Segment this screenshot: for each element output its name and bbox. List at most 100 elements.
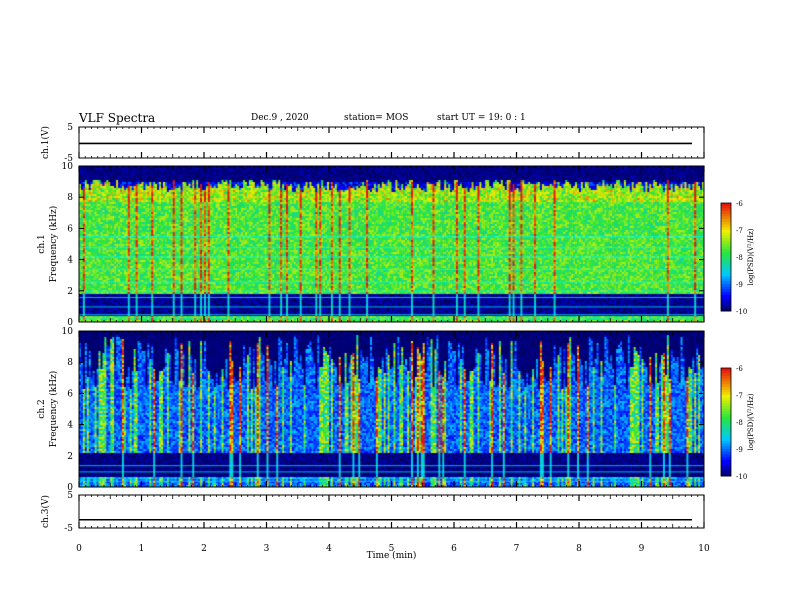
colorbar-cell-ch2-spec-36 <box>721 465 731 469</box>
colorbar-cell-ch1-spec-33 <box>721 292 731 296</box>
ytick-label-ch2-spec-5: 10 <box>62 327 74 337</box>
colorbar-cell-ch1-spec-24 <box>721 267 731 271</box>
ylabel-top-ch2-spec: ch.2 <box>37 399 47 418</box>
xtick-label-0: 0 <box>76 544 82 554</box>
colorbar-cell-ch2-spec-21 <box>721 424 731 428</box>
xtick-label-4: 4 <box>326 544 332 554</box>
colorbar-cell-ch2-spec-24 <box>721 432 731 436</box>
colorbar-cell-ch2-spec-32 <box>721 454 731 458</box>
xtick-label-1: 1 <box>139 544 145 554</box>
ytick-label-ch1-spec-4: 8 <box>67 193 73 203</box>
colorbar-cell-ch2-spec-11 <box>721 397 731 401</box>
colorbar-cell-ch1-spec-6 <box>721 219 731 223</box>
colorbar-cell-ch1-spec-14 <box>721 240 731 244</box>
colorbar-cell-ch2-spec-20 <box>721 422 731 426</box>
colorbar-cell-ch1-spec-11 <box>721 232 731 236</box>
ytick-label-ch3-wave-1: -5 <box>64 524 73 534</box>
colorbar-cell-ch1-spec-23 <box>721 265 731 269</box>
colorbar-tick-ch1-spec-2: -8 <box>736 254 743 262</box>
colorbar-cell-ch2-spec-37 <box>721 467 731 472</box>
xtick-label-5: 5 <box>389 544 395 554</box>
chart-title: VLF Spectra <box>79 111 156 125</box>
colorbar-tick-ch1-spec-1: -7 <box>736 227 743 235</box>
colorbar-cell-ch2-spec-27 <box>721 440 731 445</box>
colorbar-cell-ch2-spec-5 <box>721 381 731 385</box>
colorbar-cell-ch1-spec-1 <box>721 205 731 209</box>
colorbar-cell-ch1-spec-30 <box>721 284 731 288</box>
colorbar-cell-ch2-spec-26 <box>721 438 731 442</box>
date-label: Dec.9 , 2020 <box>251 113 309 123</box>
colorbar-cell-ch1-spec-9 <box>721 227 731 231</box>
colorbar-cell-ch2-spec-4 <box>721 378 731 382</box>
colorbar-tick-ch1-spec-3: -9 <box>736 281 743 289</box>
colorbar-cell-ch2-spec-8 <box>721 389 731 393</box>
colorbar-cell-ch1-spec-29 <box>721 281 731 285</box>
colorbar-tick-ch2-spec-3: -9 <box>736 446 743 454</box>
colorbar-frame-ch1-spec <box>720 202 732 312</box>
colorbar-cell-ch1-spec-15 <box>721 243 731 247</box>
colorbar-cell-ch1-spec-34 <box>721 294 731 298</box>
colorbar-cell-ch1-spec-12 <box>721 235 731 239</box>
ytick-label-ch1-spec-2: 4 <box>67 256 73 266</box>
colorbar-cell-ch2-spec-15 <box>721 408 731 412</box>
colorbar-cell-ch2-spec-0 <box>721 368 731 372</box>
colorbar-cell-ch2-spec-23 <box>721 430 731 434</box>
colorbar-cell-ch2-spec-9 <box>721 392 731 396</box>
colorbar-tick-ch2-spec-4: -10 <box>736 473 747 481</box>
colorbar-cell-ch1-spec-0 <box>721 203 731 207</box>
colorbar-tick-ch2-spec-0: -6 <box>736 365 743 373</box>
colorbar-cell-ch1-spec-27 <box>721 275 731 280</box>
colorbar-cell-ch1-spec-38 <box>721 305 731 309</box>
colorbar-cell-ch2-spec-25 <box>721 435 731 439</box>
spectrogram-ch1-spec <box>79 166 704 322</box>
colorbar-cell-ch1-spec-7 <box>721 221 731 226</box>
colorbar-label-ch2-spec: log(PSD)(V²/Hz) <box>747 393 755 450</box>
ylabel-ch1-wave: ch.1(V) <box>40 126 51 159</box>
spectrogram-ch2-spec <box>79 331 704 487</box>
colorbar-cell-ch2-spec-33 <box>721 457 731 461</box>
colorbar-cell-ch1-spec-4 <box>721 213 731 217</box>
colorbar-cell-ch2-spec-22 <box>721 427 731 431</box>
colorbar-cell-ch2-spec-18 <box>721 416 731 420</box>
ylabel-ch3-wave: ch.3(V) <box>40 495 51 528</box>
colorbar-cell-ch2-spec-2 <box>721 373 731 377</box>
colorbar-cell-ch2-spec-14 <box>721 405 731 409</box>
colorbar-cell-ch1-spec-17 <box>721 248 731 253</box>
colorbar-cell-ch2-spec-38 <box>721 470 731 474</box>
ytick-label-ch2-spec-1: 2 <box>67 452 73 462</box>
ylabel-ch2-spec: Frequency (kHz) <box>48 371 59 448</box>
colorbar-tick-ch2-spec-2: -8 <box>736 419 743 427</box>
colorbar-cell-ch2-spec-13 <box>721 403 731 407</box>
colorbar-cell-ch1-spec-18 <box>721 251 731 255</box>
colorbar-cell-ch1-spec-31 <box>721 286 731 290</box>
start-time-label: start UT = 19: 0 : 1 <box>437 113 526 123</box>
colorbar-frame-ch2-spec <box>720 367 732 477</box>
colorbar-cell-ch2-spec-31 <box>721 451 731 455</box>
colorbar-cell-ch1-spec-2 <box>721 208 731 212</box>
colorbar-cell-ch1-spec-21 <box>721 259 731 263</box>
colorbar-tick-ch1-spec-4: -10 <box>736 308 747 316</box>
colorbar-cell-ch2-spec-34 <box>721 459 731 463</box>
colorbar-cell-ch2-spec-6 <box>721 384 731 388</box>
colorbar-cell-ch1-spec-10 <box>721 230 731 234</box>
colorbar-cell-ch1-spec-37 <box>721 302 731 307</box>
colorbar-tick-ch2-spec-1: -7 <box>736 392 743 400</box>
ytick-label-ch1-spec-1: 2 <box>67 287 73 297</box>
colorbar-tick-ch1-spec-0: -6 <box>736 200 743 208</box>
colorbar-cell-ch1-spec-8 <box>721 224 731 228</box>
colorbar-cell-ch1-spec-5 <box>721 216 731 220</box>
colorbar-cell-ch2-spec-35 <box>721 462 731 466</box>
ytick-label-ch1-spec-5: 10 <box>62 162 74 172</box>
ytick-label-ch1-wave-0: 5 <box>67 123 73 133</box>
xtick-label-10: 10 <box>698 544 710 554</box>
ytick-label-ch2-spec-0: 0 <box>67 483 73 493</box>
xtick-label-6: 6 <box>451 544 457 554</box>
ytick-label-ch1-spec-3: 6 <box>67 224 73 234</box>
ytick-label-ch1-wave-1: -5 <box>64 154 73 164</box>
xtick-label-8: 8 <box>576 544 582 554</box>
colorbar-cell-ch2-spec-10 <box>721 395 731 399</box>
colorbar-cell-ch1-spec-25 <box>721 270 731 274</box>
colorbar-cell-ch1-spec-3 <box>721 211 731 215</box>
colorbar-cell-ch2-spec-1 <box>721 370 731 374</box>
